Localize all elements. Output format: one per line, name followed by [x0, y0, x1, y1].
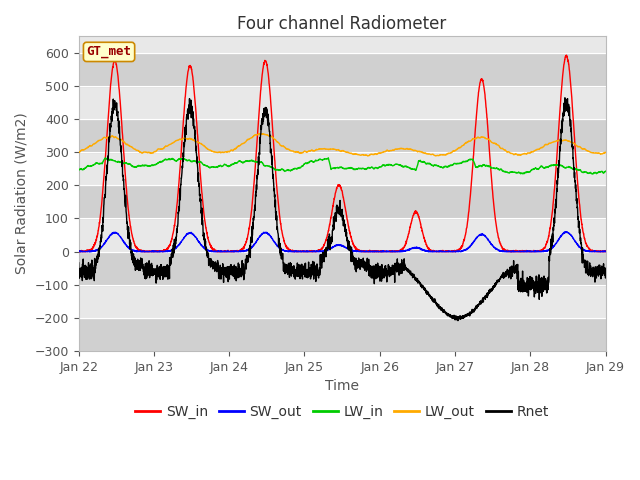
Bar: [79, 152, 605, 185]
Bar: [79, 252, 605, 285]
Y-axis label: Solar Radiation (W/m2): Solar Radiation (W/m2): [15, 113, 29, 275]
Bar: [79, 218, 605, 252]
Bar: [79, 36, 605, 52]
Bar: [79, 119, 605, 152]
Title: Four channel Radiometer: Four channel Radiometer: [237, 15, 447, 33]
Bar: [79, 86, 605, 119]
Bar: [79, 318, 605, 351]
Legend: SW_in, SW_out, LW_in, LW_out, Rnet: SW_in, SW_out, LW_in, LW_out, Rnet: [129, 399, 554, 424]
Bar: [79, 285, 605, 318]
Bar: [79, 185, 605, 218]
Text: GT_met: GT_met: [86, 46, 132, 59]
X-axis label: Time: Time: [325, 379, 359, 394]
Bar: [79, 52, 605, 86]
